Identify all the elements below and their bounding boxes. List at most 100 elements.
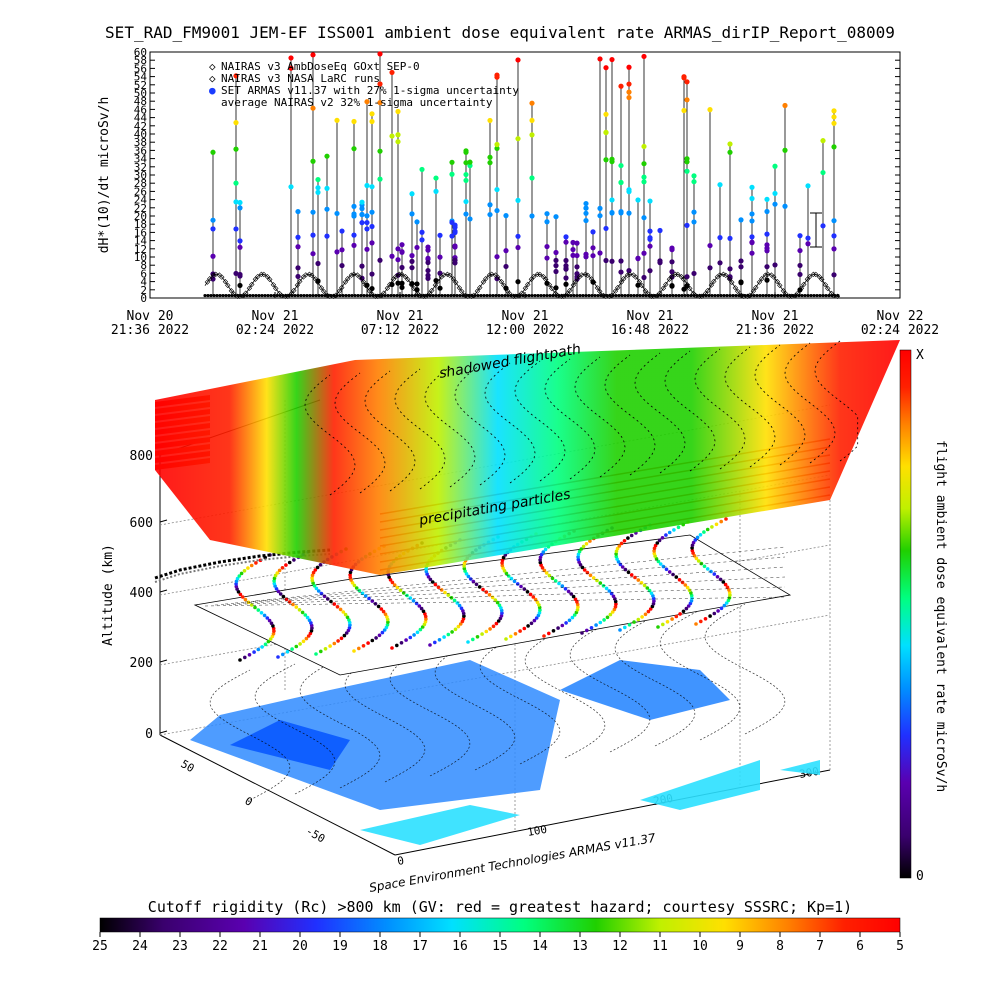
baseline-point	[230, 293, 234, 298]
orbit-point	[332, 602, 337, 606]
orbit-point	[415, 630, 420, 635]
orbit-point	[480, 632, 484, 636]
armas-point	[503, 248, 509, 254]
orbit-point	[687, 588, 692, 593]
altitude-tick-mark	[159, 659, 168, 663]
orbit-point	[623, 567, 628, 572]
baseline-point	[470, 293, 474, 298]
armas-point	[831, 218, 837, 224]
orbit-point	[588, 573, 593, 578]
slab-flightpath-texture	[724, 346, 776, 468]
armas-point	[609, 156, 615, 162]
baseline-point	[368, 293, 372, 298]
x-tick-label-date: Nov 21	[502, 309, 549, 324]
orbit-point	[620, 565, 625, 569]
orbit-point	[533, 597, 538, 602]
baseline-point	[419, 293, 423, 298]
orbit-point	[382, 628, 387, 632]
orbit-point	[399, 641, 404, 645]
orbit-point	[481, 587, 485, 592]
armas-point	[691, 219, 697, 225]
y-tick-label: 4	[140, 276, 147, 289]
baseline-point	[587, 293, 591, 298]
altitude-tick-label: 200	[130, 656, 153, 671]
armas-point	[563, 281, 569, 287]
nairas-point	[399, 271, 405, 278]
orbit-point	[509, 634, 513, 639]
armas-point	[797, 233, 803, 239]
nairas-point	[351, 271, 357, 277]
orbit-point	[243, 655, 247, 660]
armas-point	[684, 79, 690, 85]
orbit-point	[500, 611, 504, 615]
orbit-point	[699, 561, 704, 566]
orbit-point	[300, 610, 305, 615]
orbit-point	[633, 575, 637, 580]
armas-point	[583, 200, 589, 207]
orbit-point	[235, 576, 240, 581]
armas-point	[395, 139, 401, 145]
orbit-point	[540, 566, 545, 570]
armas-point	[467, 216, 473, 222]
armas-point	[797, 271, 803, 278]
armas-point	[553, 249, 559, 256]
armas-point	[494, 145, 500, 151]
armas-point	[503, 263, 509, 270]
armas-point	[764, 264, 770, 270]
horizontal-colorbar-title: Cutoff rigidity (Rc) >800 km (GV: red = …	[148, 898, 852, 916]
armas-point	[553, 257, 559, 264]
orbit-point	[655, 541, 660, 545]
colorbar-tick-label: 9	[736, 939, 744, 954]
armas-point	[764, 277, 770, 283]
baseline-point	[635, 293, 639, 298]
orbit-point	[686, 604, 691, 608]
orbit-point	[274, 587, 279, 591]
armas-point	[433, 188, 439, 194]
armas-point	[603, 157, 609, 163]
orbit-point	[376, 604, 381, 609]
orbit-point	[504, 637, 508, 641]
armas-point	[395, 246, 401, 252]
orbit-point	[433, 640, 437, 645]
orbit-point	[312, 584, 317, 588]
orbit-point	[699, 619, 703, 624]
slab-flightpath-texture	[334, 372, 386, 494]
orbit-point	[373, 602, 378, 606]
armas-point	[437, 285, 443, 291]
orbit-point	[277, 568, 282, 573]
armas-point	[749, 218, 755, 224]
baseline-point	[221, 293, 225, 298]
orbit-point	[609, 591, 614, 596]
orbit-point	[519, 584, 523, 589]
x-tick-label-date: Nov 21	[252, 309, 299, 324]
baseline-point	[224, 293, 228, 298]
armas-point	[772, 262, 778, 268]
y-tick-label: 54	[134, 71, 148, 84]
orbit-point	[475, 635, 480, 639]
orbit-point	[551, 629, 556, 633]
orbit-point	[709, 569, 713, 574]
orbit-point	[322, 594, 327, 599]
ground-track	[389, 645, 471, 777]
baseline-point	[383, 293, 387, 298]
orbit-point	[305, 615, 310, 620]
armas-point	[772, 201, 778, 207]
baseline-point	[314, 293, 318, 298]
orbit-point	[392, 583, 397, 587]
armas-point	[570, 252, 576, 258]
baseline-point	[251, 293, 255, 298]
baseline-point	[596, 293, 600, 298]
armas-point	[409, 211, 415, 217]
armas-point	[310, 52, 316, 58]
armas-point	[563, 275, 569, 281]
baseline-point	[344, 293, 348, 298]
orbit-point	[538, 608, 542, 612]
armas-point	[626, 189, 632, 195]
armas-point	[727, 235, 733, 241]
armas-point	[583, 251, 589, 257]
orbit-point	[452, 598, 457, 603]
horizontal-colorbar-ticks: 25 24 23 22 21 20 19 18 17 16 15 14 13 12 11 10 9 8 7 6 5	[92, 932, 904, 954]
baseline-point	[215, 293, 219, 298]
y-tick-label: 50	[134, 87, 147, 100]
baseline-point	[602, 293, 606, 298]
